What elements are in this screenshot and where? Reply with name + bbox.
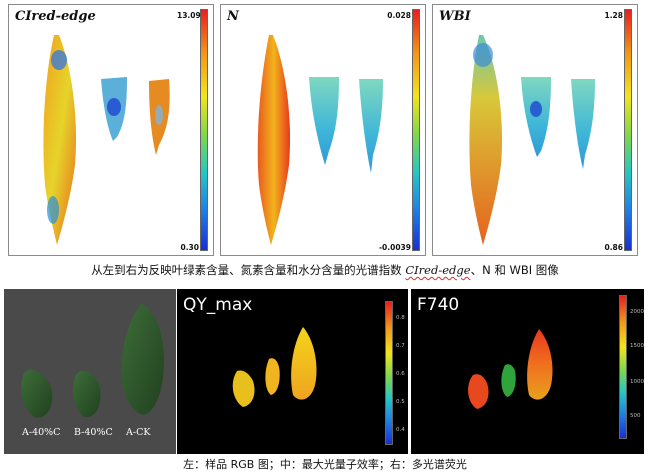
bottom-figure-caption: 左：样品 RGB 图；中：最大光量子效率；右：多光谱荧光 [183,458,467,471]
panel-title: F740 [417,295,460,315]
wbi-leaf-image [469,35,595,245]
tick-label: 0.8 [396,315,405,321]
tick-label: 2000 [630,309,644,315]
leaf-tag-b40: B-40%C [74,427,113,438]
colorbar [200,9,208,251]
n-index-leaf-image [257,35,383,245]
top-figure-caption: 从左到右为反映叶绿素含量、氮素含量和水分含量的光谱指数 CIred-edge、N… [0,262,650,278]
caption-index-italic: CIred-edge [405,263,471,277]
f740-leaf-image [468,329,553,409]
tick-label: 0.5 [396,399,405,405]
wbi-panel: WBI 1.28 0.86 [432,4,638,256]
index-label: WBI [439,9,471,24]
leaf-tag-ack: A-CK [126,427,151,438]
scale-min-label: 0.86 [604,243,623,252]
scale-max-label: 0.028 [387,11,411,20]
scale-max-label: 13.09 [177,11,201,20]
caption-suffix: 、N 和 WBI 图像 [470,263,559,277]
tick-label: 500 [630,413,641,419]
colorbar [385,301,393,445]
index-label: N [227,9,239,24]
f740-panel: F740 2000 1500 1000 500 [411,289,644,454]
qy-max-leaf-image [232,327,317,407]
tick-label: 0.7 [396,343,405,349]
colorbar [619,295,627,439]
colorbar [412,9,420,251]
ci-red-edge-leaf-image [43,35,170,245]
scale-min-label: 0.30 [180,243,199,252]
caption-prefix: 从左到右为反映叶绿素含量、氮素含量和水分含量的光谱指数 [91,263,406,277]
panel-title: QY_max [183,295,253,315]
tick-label: 1500 [630,343,644,349]
scale-min-label: -0.0039 [378,243,411,252]
qy-max-panel: QY_max 0.8 0.7 0.6 0.5 0.4 [177,289,408,454]
colorbar [624,9,632,251]
tick-label: 1000 [630,379,644,385]
scale-max-label: 1.28 [604,11,623,20]
ci-red-edge-panel: CIred-edge 13.09 0.30 [8,4,214,256]
rgb-photo-panel: A-40%C B-40%C A-CK [4,289,176,454]
rgb-leaf-photo [4,289,176,454]
n-index-panel: N 0.028 -0.0039 [220,4,426,256]
tick-label: 0.4 [396,427,405,433]
tick-label: 0.6 [396,371,405,377]
leaf-tag-a40: A-40%C [22,427,61,438]
index-label: CIred-edge [15,9,96,24]
